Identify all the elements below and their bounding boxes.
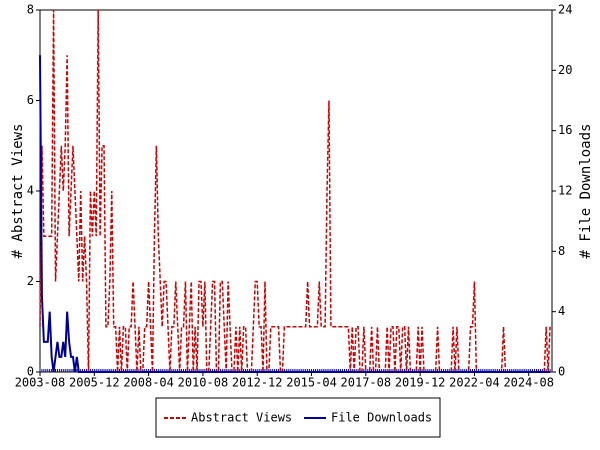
x-tick-label: 2022-04: [449, 376, 500, 390]
x-tick-label: 2005-12: [69, 376, 120, 390]
y2-tick-label: 24: [558, 3, 572, 17]
y2-tick-label: 8: [558, 244, 565, 258]
plot-frame: [39, 9, 553, 373]
y-tick-label: 8: [27, 3, 34, 17]
x-tick-label: 2003-08: [15, 376, 66, 390]
x-tick-label: 2024-08: [503, 376, 554, 390]
x-tick-label: 2019-12: [395, 376, 446, 390]
legend-label: Abstract Views: [191, 411, 292, 425]
y2-tick-label: 0: [558, 365, 565, 379]
legend: [155, 397, 441, 438]
legend-label: File Downloads: [331, 411, 432, 425]
y2-tick-label: 20: [558, 63, 572, 77]
y2-tick-label: 16: [558, 123, 572, 137]
y-axis-label: # Abstract Views: [10, 124, 26, 259]
y-tick-label: 2: [27, 274, 34, 288]
x-tick-label: 2008-04: [123, 376, 174, 390]
y2-tick-label: 4: [558, 304, 565, 318]
y-tick-label: 0: [27, 365, 34, 379]
x-tick-label: 2010-08: [178, 376, 229, 390]
series-line: [39, 55, 551, 373]
x-tick-label: 2012-12: [232, 376, 283, 390]
y-tick-label: 6: [27, 93, 34, 107]
y2-tick-label: 12: [558, 184, 572, 198]
x-tick-label: 2015-04: [286, 376, 337, 390]
y2-axis-label: # File Downloads: [578, 124, 594, 259]
y-tick-label: 4: [27, 184, 34, 198]
x-tick-label: 2017-08: [341, 376, 392, 390]
